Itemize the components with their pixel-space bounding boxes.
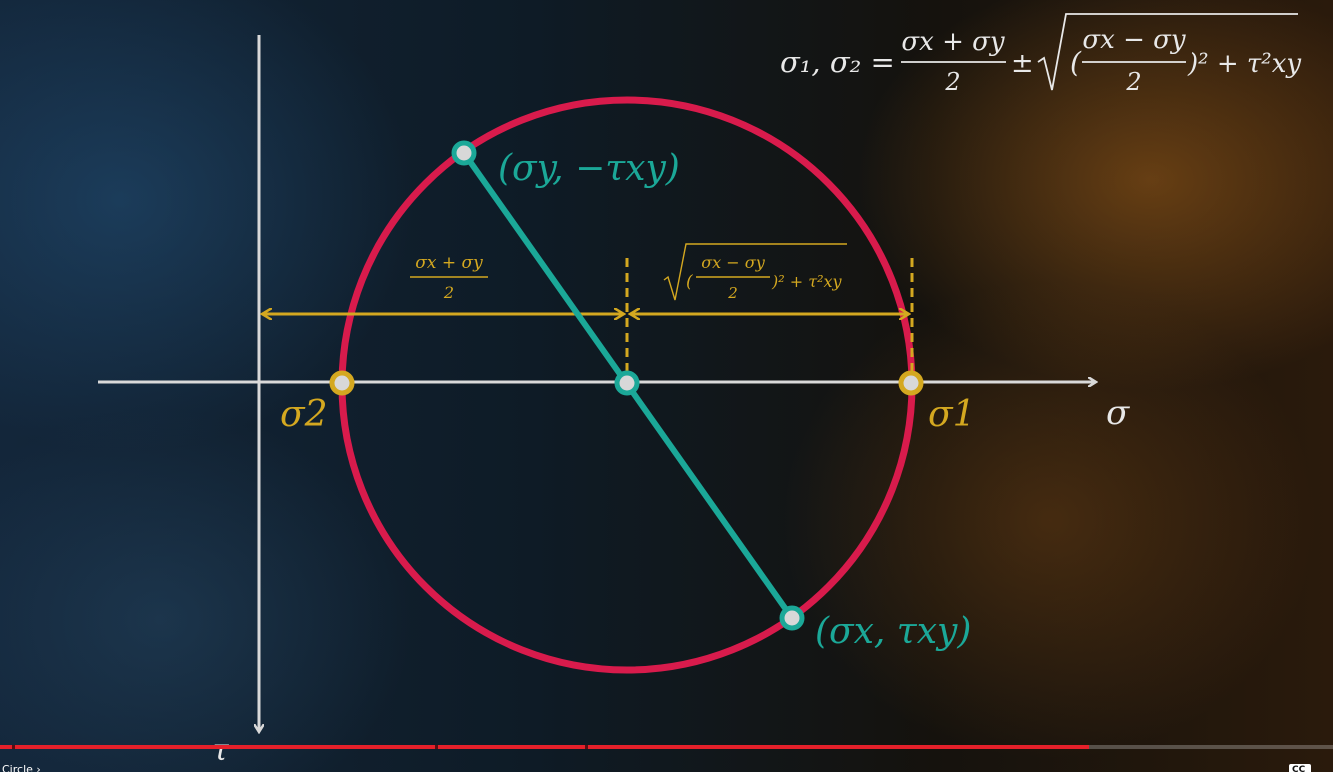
chapter-title[interactable]: Circle › — [2, 763, 41, 772]
sigma2-label: σ2 — [280, 394, 327, 435]
chapter-marker — [585, 745, 588, 749]
center-point — [614, 370, 640, 396]
bottom-stress-point — [779, 605, 805, 631]
formula-lhs: σ₁, σ₂ = — [780, 45, 895, 79]
closed-captions-icon[interactable] — [1289, 764, 1311, 772]
radius-label-open: ( — [686, 272, 693, 292]
sigma2-point — [329, 370, 355, 396]
radius-label-numerator: σx − σy — [701, 253, 765, 272]
chapter-marker — [435, 745, 438, 749]
video-progress-bar[interactable] — [0, 745, 1333, 749]
formula-frac2-denominator: 2 — [1125, 68, 1141, 96]
sigma1-label: σ1 — [928, 394, 975, 435]
radius-label: ( σx − σy 2 )² + τ²xy — [663, 243, 847, 302]
center-distance-label: σx + σy 2 — [410, 253, 488, 302]
bottom-point-label: (σx, τxy) — [815, 611, 971, 652]
principal-stress-formula: σ₁, σ₂ = σx + σy 2 ± ( σx − σy 2 )² + τ²… — [780, 13, 1301, 96]
center-label-numerator: σx + σy — [415, 253, 483, 273]
formula-frac1-numerator: σx + σy — [901, 27, 1004, 57]
formula-frac2-numerator: σx − σy — [1082, 25, 1185, 55]
formula-sqrt-open: ( — [1070, 46, 1082, 79]
formula-sqrt-sign — [1037, 13, 1298, 91]
formula-frac1-denominator: 2 — [944, 68, 960, 96]
video-progress-fill — [0, 745, 1090, 749]
radius-label-tail: )² + τ²xy — [771, 272, 843, 291]
tau-axis-label: τ — [212, 733, 229, 768]
top-stress-point — [451, 140, 477, 166]
top-point-label: (σy, −τxy) — [498, 148, 680, 189]
formula-plus-minus: ± — [1011, 48, 1034, 79]
sigma-axis-label: σ — [1106, 393, 1130, 433]
formula-tail: )² + τ²xy — [1187, 49, 1301, 79]
center-label-denominator: 2 — [443, 283, 454, 302]
radius-label-denominator: 2 — [727, 284, 738, 302]
sigma1-point — [898, 370, 924, 396]
chapter-marker — [12, 745, 15, 749]
